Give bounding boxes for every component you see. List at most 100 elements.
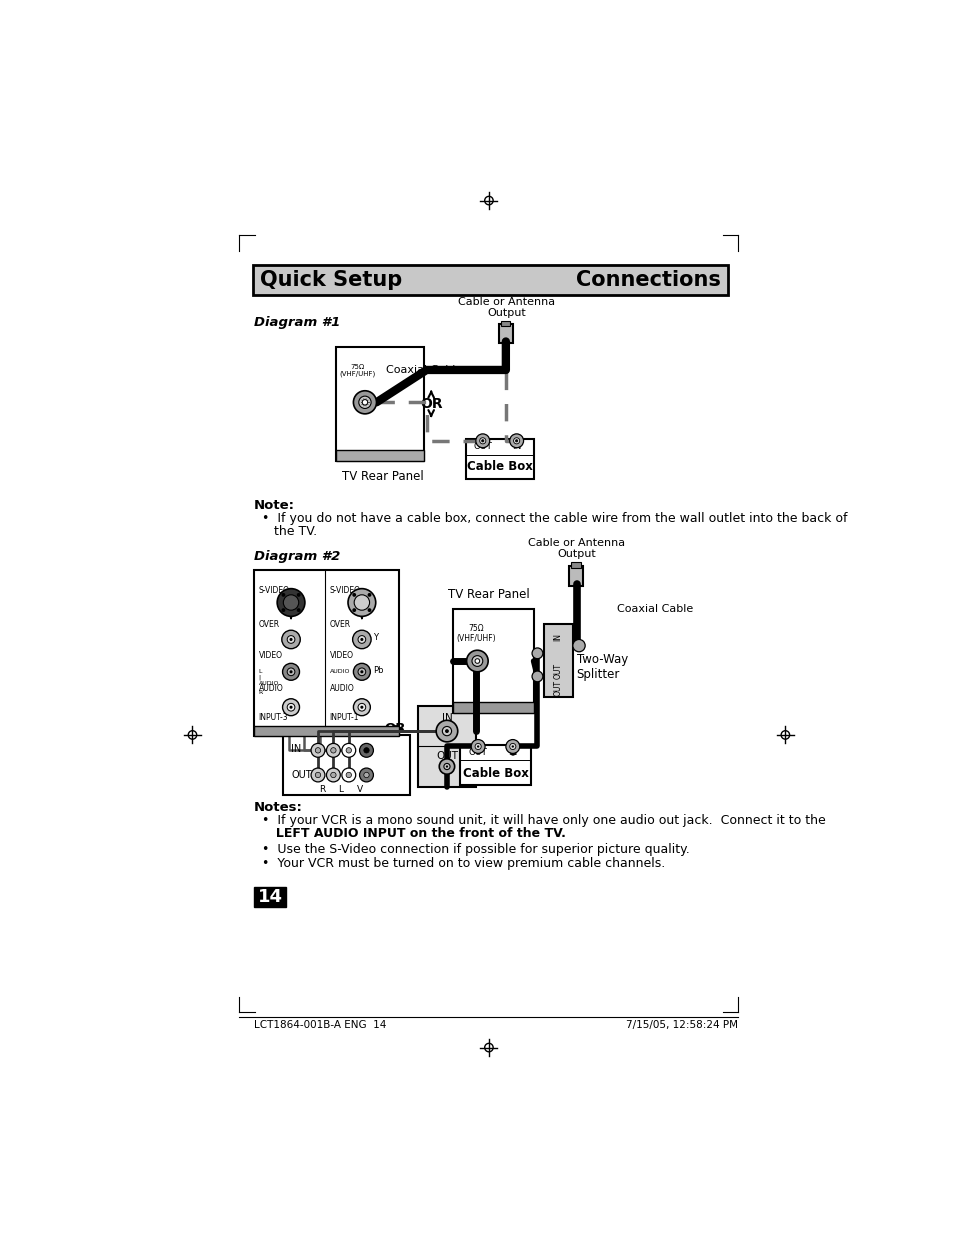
Circle shape xyxy=(513,437,519,443)
Circle shape xyxy=(471,740,484,753)
Circle shape xyxy=(331,772,335,778)
Text: L
|
AUDIO: L | AUDIO xyxy=(258,668,279,685)
Bar xyxy=(253,888,286,908)
Circle shape xyxy=(363,747,369,753)
Bar xyxy=(417,706,476,787)
Circle shape xyxy=(348,589,375,616)
Circle shape xyxy=(341,768,355,782)
Text: Cable Box: Cable Box xyxy=(462,767,528,781)
Circle shape xyxy=(281,593,285,597)
Circle shape xyxy=(289,638,293,641)
Circle shape xyxy=(281,630,300,648)
Text: IN: IN xyxy=(291,745,301,755)
Text: INPUT-1: INPUT-1 xyxy=(329,713,358,721)
Bar xyxy=(571,562,580,568)
Text: R: R xyxy=(258,689,263,694)
Circle shape xyxy=(311,768,325,782)
Circle shape xyxy=(359,768,373,782)
Circle shape xyxy=(352,593,355,597)
Circle shape xyxy=(466,651,488,672)
Bar xyxy=(543,624,572,698)
Text: Two-Way
Splitter: Two-Way Splitter xyxy=(577,653,627,680)
Text: LEFT AUDIO INPUT on the front of the TV.: LEFT AUDIO INPUT on the front of the TV. xyxy=(253,827,565,840)
Text: OUT: OUT xyxy=(468,748,487,757)
Text: 7/15/05, 12:58:24 PM: 7/15/05, 12:58:24 PM xyxy=(625,1020,737,1030)
Text: VIDEO: VIDEO xyxy=(258,651,282,659)
Text: VIDEO: VIDEO xyxy=(329,651,354,659)
Circle shape xyxy=(476,433,489,448)
Text: •  If you do not have a cable box, connect the cable wire from the wall outlet i: • If you do not have a cable box, connec… xyxy=(253,511,846,525)
Text: OR: OR xyxy=(384,722,405,735)
Text: •  Your VCR must be turned on to view premium cable channels.: • Your VCR must be turned on to view pre… xyxy=(253,857,664,869)
Text: R: R xyxy=(318,785,325,794)
Bar xyxy=(498,324,513,343)
Circle shape xyxy=(475,658,479,663)
Text: AUDIO: AUDIO xyxy=(258,684,283,693)
Circle shape xyxy=(287,668,294,676)
Circle shape xyxy=(572,640,584,652)
Circle shape xyxy=(289,671,293,673)
Text: VCR: VCR xyxy=(429,711,456,724)
Circle shape xyxy=(476,746,478,747)
Text: OVER: OVER xyxy=(258,620,279,629)
Circle shape xyxy=(353,663,370,680)
Bar xyxy=(460,745,531,785)
Bar xyxy=(335,450,424,461)
Circle shape xyxy=(481,440,483,442)
Bar xyxy=(453,609,533,713)
Text: Y: Y xyxy=(373,634,377,642)
Text: Note:: Note: xyxy=(253,499,294,513)
Circle shape xyxy=(346,747,351,753)
Circle shape xyxy=(360,638,363,641)
Text: •  Use the S-Video connection if possible for superior picture quality.: • Use the S-Video connection if possible… xyxy=(253,842,689,856)
Circle shape xyxy=(532,671,542,682)
Circle shape xyxy=(511,746,514,747)
Text: V: V xyxy=(356,785,363,794)
Text: Quick Setup: Quick Setup xyxy=(260,270,402,290)
Circle shape xyxy=(314,772,320,778)
Circle shape xyxy=(367,608,371,613)
Text: Coaxial Cable: Coaxial Cable xyxy=(386,366,462,375)
Circle shape xyxy=(281,608,285,613)
Text: •  If your VCR is a mono sound unit, it will have only one audio out jack.  Conn: • If your VCR is a mono sound unit, it w… xyxy=(253,814,825,827)
Bar xyxy=(500,321,510,326)
Circle shape xyxy=(282,663,299,680)
Circle shape xyxy=(444,729,449,734)
Circle shape xyxy=(353,630,371,648)
Circle shape xyxy=(436,720,457,742)
Text: 14: 14 xyxy=(257,888,282,906)
Text: TV Rear Panel: TV Rear Panel xyxy=(448,588,530,601)
Text: TV Rear Panel: TV Rear Panel xyxy=(341,471,423,483)
Circle shape xyxy=(296,608,300,613)
Text: OUT: OUT xyxy=(553,662,562,678)
Circle shape xyxy=(277,589,305,616)
Circle shape xyxy=(442,726,451,736)
Circle shape xyxy=(287,704,294,711)
Text: IN: IN xyxy=(553,634,562,641)
Circle shape xyxy=(352,608,355,613)
Circle shape xyxy=(362,400,367,405)
Text: INPUT-3: INPUT-3 xyxy=(258,713,288,721)
Text: Diagram #1: Diagram #1 xyxy=(253,316,340,329)
Circle shape xyxy=(354,595,369,610)
Circle shape xyxy=(341,743,355,757)
Circle shape xyxy=(360,671,363,673)
Circle shape xyxy=(363,772,369,778)
Text: the TV.: the TV. xyxy=(253,525,316,537)
Circle shape xyxy=(475,743,480,750)
Circle shape xyxy=(326,768,340,782)
Text: OR: OR xyxy=(419,396,442,411)
Circle shape xyxy=(282,699,299,716)
Bar xyxy=(253,571,398,736)
Bar xyxy=(335,347,424,461)
Circle shape xyxy=(445,766,448,768)
Circle shape xyxy=(443,763,450,769)
Circle shape xyxy=(360,705,363,709)
Bar xyxy=(253,726,398,736)
Text: OVER: OVER xyxy=(329,620,351,629)
Text: Cable or Antenna
Output: Cable or Antenna Output xyxy=(457,296,555,319)
Text: AUDIO: AUDIO xyxy=(329,684,354,693)
Circle shape xyxy=(358,396,371,409)
Text: Cable or Antenna
Output: Cable or Antenna Output xyxy=(528,537,624,559)
Circle shape xyxy=(509,433,523,448)
